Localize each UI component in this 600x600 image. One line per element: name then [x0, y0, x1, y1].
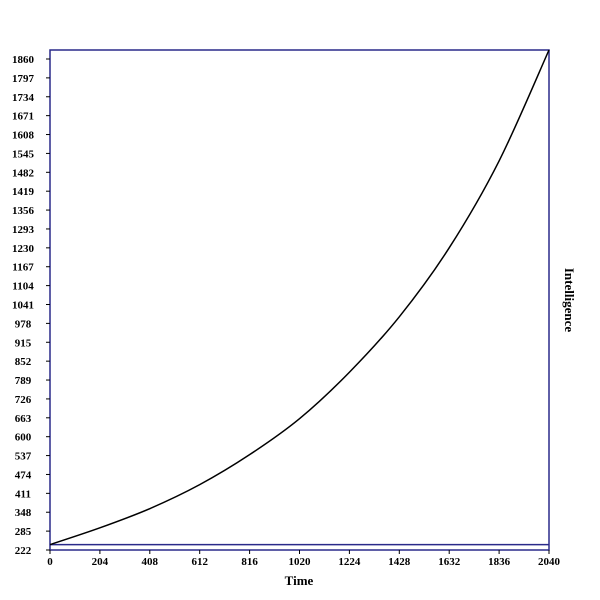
y-tick-label: 1797	[12, 73, 35, 85]
y-tick-label: 852	[15, 356, 32, 368]
y-tick-label: 1608	[12, 130, 35, 142]
y-tick-label: 1104	[12, 281, 34, 293]
plot-frame	[49, 49, 550, 551]
x-axis-ticks: 0 204 408 612 816 1020 1224 1428 1632 1836 2040	[47, 550, 561, 568]
y-tick-label: 1545	[12, 148, 35, 160]
x-axis-title: Time	[285, 573, 314, 588]
plot-area	[49, 49, 550, 551]
x-tick-label: 408	[142, 556, 159, 568]
y-tick-label: 600	[15, 432, 32, 444]
y-tick-label: 1230	[12, 243, 35, 255]
series-line-0	[49, 49, 550, 546]
y-tick-label: 1167	[12, 262, 34, 274]
x-tick-label: 204	[92, 556, 109, 568]
y-tick-label: 411	[15, 488, 31, 500]
x-tick-label: 816	[241, 556, 258, 568]
y-tick-label: 285	[15, 526, 32, 538]
y-tick-label: 915	[15, 337, 32, 349]
y-tick-label: 663	[15, 413, 32, 425]
y-axis-title: Intelligence	[562, 268, 577, 332]
y-tick-label: 1041	[12, 299, 34, 311]
y-tick-label: 1419	[12, 186, 35, 198]
y-tick-label: 348	[15, 507, 32, 519]
x-tick-label: 612	[191, 556, 208, 568]
y-tick-label: 1356	[12, 205, 35, 217]
y-tick-label: 1293	[12, 224, 35, 236]
y-tick-label: 978	[15, 318, 32, 330]
y-axis-ticks: 222 285 348 411 474 537 600 663 726 789 852 915 978 1…	[12, 54, 50, 557]
x-tick-label: 1428	[388, 556, 411, 568]
x-tick-label: 1224	[338, 556, 361, 568]
x-tick-label: 1020	[289, 556, 312, 568]
y-tick-label: 1860	[12, 54, 35, 66]
x-tick-label: 2040	[538, 556, 561, 568]
x-tick-label: 1632	[438, 556, 461, 568]
y-tick-label: 537	[15, 451, 32, 463]
y-tick-label: 474	[15, 469, 32, 481]
y-tick-label: 1671	[12, 111, 34, 123]
x-tick-label: 1836	[488, 556, 511, 568]
y-tick-label: 222	[15, 545, 32, 557]
y-tick-label: 726	[15, 394, 32, 406]
y-tick-label: 789	[15, 375, 32, 387]
x-tick-label: 0	[47, 556, 53, 568]
y-tick-label: 1734	[12, 92, 35, 104]
y-tick-label: 1482	[12, 167, 35, 179]
